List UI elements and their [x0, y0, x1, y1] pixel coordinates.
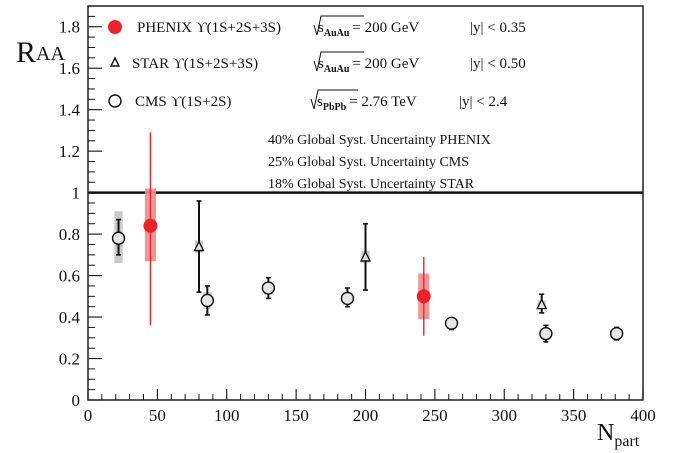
axis-ticks: 0 50 100 150 200 250 300 350 400 0 0.2 0.4 0.6 0.8 1 1.…	[59, 15, 656, 425]
x-tick-label: 300	[492, 406, 518, 425]
data-markers	[111, 218, 624, 341]
y-axis-title-main: R	[16, 36, 36, 69]
y-tick-label: 0.4	[59, 308, 81, 327]
sqrt-icon	[313, 51, 364, 72]
x-tick-label: 100	[214, 406, 240, 425]
legend-label: PHENIX ϒ(1S+2S+3S)	[137, 20, 281, 36]
energy-subscript: PbPb	[323, 102, 347, 113]
legend-label: CMS ϒ(1S+2S)	[135, 94, 231, 110]
data-point-cms	[200, 293, 215, 308]
y-axis-title: RAA	[16, 36, 65, 69]
y-tick-label: 1.2	[59, 142, 80, 161]
annotation-star-syst: 18% Global Syst. Uncertainty STAR	[268, 177, 475, 192]
data-point-star	[536, 298, 548, 310]
data-point-cms	[111, 231, 126, 245]
energy-subscript: AuAu	[324, 28, 350, 39]
y-tick-label: 1.4	[59, 101, 81, 120]
legend-energy: sAuAu = 200 GeV	[318, 20, 419, 39]
sqrt-icon	[310, 89, 358, 110]
x-axis-title-sub: part	[614, 433, 639, 450]
legend-marker-open-circle	[108, 94, 122, 108]
sqrt-radicand: s	[318, 20, 324, 36]
legend-entry-phenix: PHENIX ϒ(1S+2S+3S) sAuAu = 200 GeV |y| < …	[108, 15, 526, 39]
data-point-cms	[444, 316, 459, 330]
y-tick-label: 1.8	[59, 18, 80, 37]
legend-energy: sAuAu = 200 GeV	[318, 56, 419, 75]
y-tick-label: 0.2	[59, 350, 80, 369]
legend-entry-star: STAR ϒ(1S+2S+3S) sAuAu = 200 GeV |y| < 0.…	[109, 51, 526, 75]
y-tick-label: 1.6	[59, 59, 80, 78]
y-tick-label: 1	[72, 184, 81, 203]
data-point-phenix	[416, 289, 431, 304]
energy-value: = 2.76 TeV	[349, 94, 417, 110]
legend-label: STAR ϒ(1S+2S+3S)	[132, 56, 258, 72]
data-point-cms	[539, 326, 553, 341]
legend-marker-open-triangle	[109, 56, 121, 67]
data-point-phenix	[143, 218, 158, 233]
y-axis-title-sub: AA	[36, 43, 65, 65]
legend-rapidity: |y| < 2.4	[459, 94, 508, 110]
energy-value: = 200 GeV	[352, 56, 419, 72]
x-tick-label: 0	[84, 406, 93, 425]
x-axis-title-main: N	[597, 420, 614, 446]
sqrt-icon	[313, 15, 364, 36]
x-tick-label: 150	[283, 406, 309, 425]
data-point-cms	[609, 326, 624, 341]
legend-rapidity: |y| < 0.50	[470, 56, 526, 72]
legend-entry-cms: CMS ϒ(1S+2S) sPbPb = 2.76 TeV |y| < 2.4	[108, 89, 508, 113]
energy-subscript: AuAu	[324, 64, 350, 75]
y-tick-label: 0.6	[59, 267, 80, 286]
annotation-cms-syst: 25% Global Syst. Uncertainty CMS	[268, 155, 469, 170]
x-tick-label: 200	[353, 406, 379, 425]
sqrt-radicand: s	[318, 56, 324, 72]
data-point-cms	[261, 281, 276, 295]
legend-marker-filled-circle	[108, 20, 122, 34]
annotation-phenix-syst: 40% Global Syst. Uncertainty PHENIX	[268, 133, 491, 148]
x-tick-label: 250	[422, 406, 448, 425]
x-tick-label: 400	[630, 406, 656, 425]
data-point-cms	[340, 291, 355, 306]
annotations: 40% Global Syst. Uncertainty PHENIX 25% …	[268, 133, 491, 192]
y-tick-label: 0.8	[59, 225, 80, 244]
sqrt-radicand: s	[317, 94, 323, 110]
data-point-star	[359, 250, 372, 262]
energy-value: = 200 GeV	[352, 20, 419, 36]
legend-rapidity: |y| < 0.35	[470, 20, 526, 36]
x-axis-title: Npart	[597, 420, 640, 450]
x-tick-label: 350	[561, 406, 587, 425]
data-point-star	[193, 240, 205, 252]
systematic-boxes	[114, 188, 621, 338]
legend-energy: sPbPb = 2.76 TeV	[317, 94, 417, 113]
y-tick-label: 0	[72, 391, 81, 410]
x-tick-label: 50	[149, 406, 166, 425]
legend: PHENIX ϒ(1S+2S+3S) sAuAu = 200 GeV |y| < …	[108, 15, 526, 113]
